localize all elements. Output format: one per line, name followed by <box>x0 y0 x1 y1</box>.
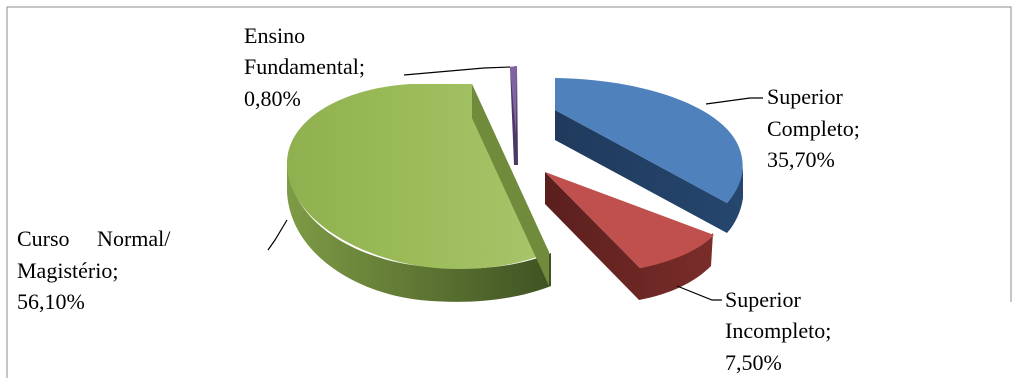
slice-curso-normal <box>286 84 551 302</box>
slice-superior-incompleto-top <box>545 172 714 268</box>
slice-ensino-fundamental <box>510 66 518 165</box>
slice-superior-completo <box>555 78 743 233</box>
label-ensino-fundamental: Ensino Fundamental; 0,80% <box>244 23 370 111</box>
leader-line-superior-incompleto <box>676 285 722 301</box>
label-superior-completo: Superior Completo; 35,70% <box>767 84 865 172</box>
chart-border <box>6 6 1012 378</box>
label-curso-normal: Curso Normal/ Magistério; 56,10% <box>0 0 209 314</box>
leader-line-curso-normal <box>267 219 288 251</box>
leader-line-ensino-fundamental <box>403 66 511 76</box>
slice-ensino-fundamental-top <box>510 66 517 135</box>
slice-curso-normal-side <box>287 165 551 302</box>
slice-superior-completo-top <box>555 78 743 203</box>
label-superior-incompleto: Superior Incompleto; 7,50% <box>725 287 837 375</box>
slice-superior-completo-side <box>555 110 743 233</box>
leader-line-superior-completo <box>705 97 763 105</box>
slice-superior-incompleto <box>545 172 714 300</box>
slice-superior-incompleto-side <box>545 172 713 300</box>
